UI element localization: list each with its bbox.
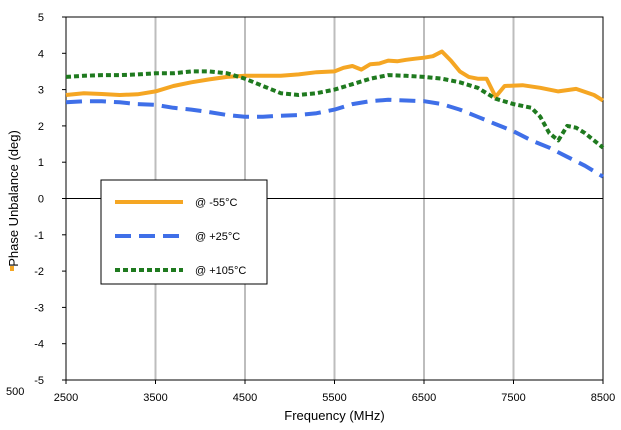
y-tick-label: 1 <box>38 157 44 169</box>
legend-box <box>100 179 268 285</box>
clipped-left-text: 500 <box>6 266 24 398</box>
x-tick-label: 7500 <box>501 392 525 404</box>
axis-ticks: -5 -4 -3 -2 -1 0 1 2 3 4 5 2500 3500 4500 5500 6500 7500… <box>34 12 615 404</box>
series-layer <box>65 49 605 179</box>
y-tick-label: -3 <box>34 302 44 314</box>
y-tick-label: 2 <box>38 121 44 133</box>
x-tick-label: 8500 <box>591 392 615 404</box>
clipped-marker <box>10 266 14 271</box>
y-tick-label: 0 <box>38 194 44 206</box>
legend-label-3: @ +105°C <box>195 265 246 277</box>
y-tick-label: 5 <box>38 12 44 24</box>
legend: @ -55°C @ +25°C @ +105°C <box>100 179 268 285</box>
y-axis-title: Phase Unbalance (deg) <box>6 130 21 267</box>
y-tick-label: -1 <box>34 230 44 242</box>
legend-label-1: @ -55°C <box>195 197 238 209</box>
y-tick-label: 3 <box>38 85 44 97</box>
y-tick-label: -4 <box>34 339 44 351</box>
x-axis-title: Frequency (MHz) <box>284 408 384 423</box>
series-line-1 <box>65 49 605 103</box>
series-line-3 <box>65 69 605 150</box>
y-tick-label: 4 <box>38 48 44 60</box>
x-tick-label: 5500 <box>322 392 346 404</box>
y-tick-label: -5 <box>34 375 44 387</box>
legend-label-2: @ +25°C <box>195 231 240 243</box>
clipped-label: 500 <box>6 386 24 398</box>
y-tick-label: -2 <box>34 266 44 278</box>
x-tick-label: 6500 <box>412 392 436 404</box>
x-tick-label: 2500 <box>54 392 78 404</box>
x-tick-label: 3500 <box>143 392 167 404</box>
series-line-2 <box>65 97 605 179</box>
x-tick-label: 4500 <box>233 392 257 404</box>
